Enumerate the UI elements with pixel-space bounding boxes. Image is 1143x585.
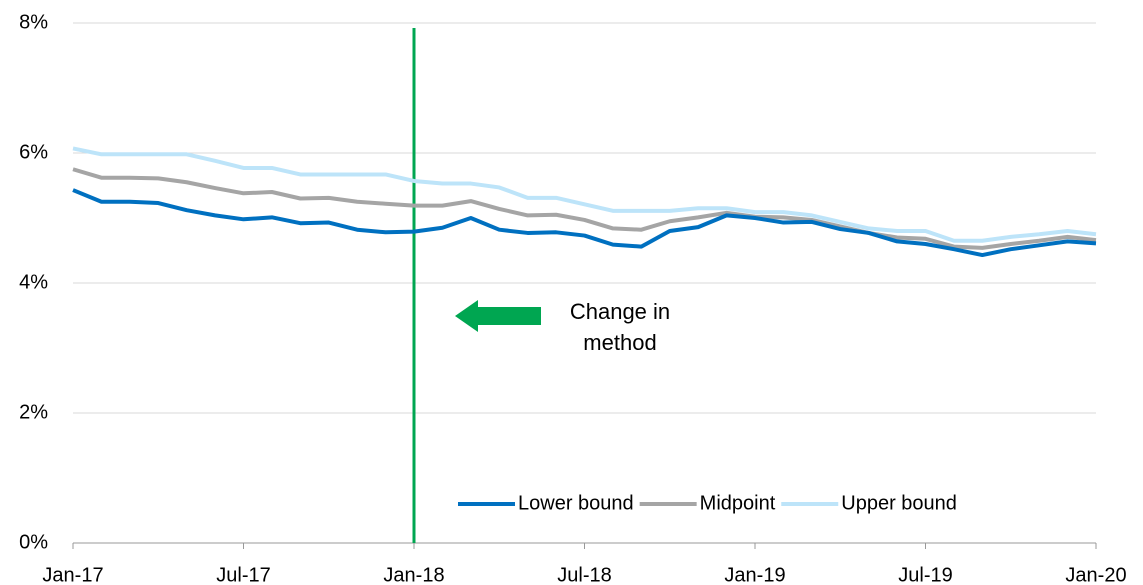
annotation-arrow [455, 300, 541, 332]
legend-label: Lower bound [518, 492, 634, 514]
y-tick-label: 0% [19, 531, 48, 553]
series-line [72, 167, 1097, 250]
series-line [72, 146, 1097, 243]
x-tick-label: Jul-19 [898, 564, 952, 585]
y-tick-label: 4% [19, 271, 48, 293]
x-tick-label: Jan-18 [383, 564, 444, 585]
x-tick-label: Jan-19 [724, 564, 785, 585]
x-tick-label: Jul-18 [557, 564, 611, 585]
legend-label: Midpoint [700, 492, 776, 514]
y-tick-label: 8% [19, 11, 48, 33]
legend-label: Upper bound [841, 492, 957, 514]
y-tick-label: 2% [19, 401, 48, 423]
x-tick-label: Jul-17 [216, 564, 270, 585]
series-line [72, 188, 1097, 258]
x-tick-label: Jan-20 [1065, 564, 1126, 585]
annotation-text: Change in method [569, 299, 671, 355]
y-tick-label: 6% [19, 141, 48, 163]
x-tick-label: Jan-17 [42, 564, 103, 585]
